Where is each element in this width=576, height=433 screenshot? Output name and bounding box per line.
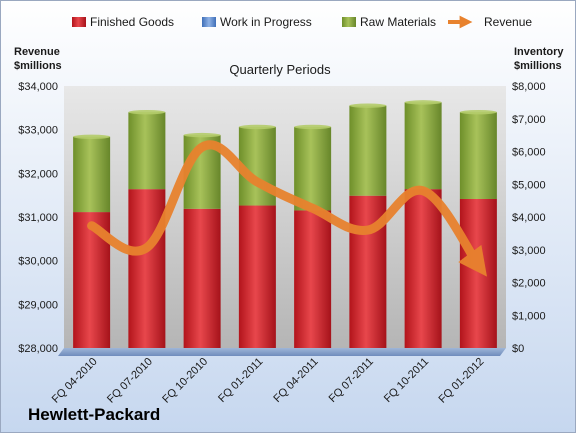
revenue-line bbox=[87, 140, 487, 277]
bar-top-cap bbox=[404, 100, 442, 105]
right-tick-label: $4,000 bbox=[512, 212, 546, 224]
legend-label-raw-materials: Raw Materials bbox=[360, 15, 436, 29]
right-tick-label: $5,000 bbox=[512, 179, 546, 191]
bar-raw-materials bbox=[404, 102, 442, 190]
left-axis-title-line2: $millions bbox=[14, 60, 62, 72]
right-tick-label: $8,000 bbox=[512, 81, 546, 93]
left-tick-label: $32,000 bbox=[18, 168, 58, 180]
legend-label-finished-goods: Finished Goods bbox=[90, 15, 174, 29]
right-axis-title-line2: $millions bbox=[514, 60, 562, 72]
legend-label-work-in-progress: Work in Progress bbox=[220, 15, 312, 29]
bar-raw-materials bbox=[128, 112, 166, 190]
left-tick-label: $33,000 bbox=[18, 125, 58, 137]
bar-raw-materials bbox=[349, 105, 387, 196]
legend-swatch-raw-materials bbox=[342, 17, 356, 27]
bar-finished-goods bbox=[238, 205, 276, 348]
right-tick-label: $2,000 bbox=[512, 278, 546, 290]
right-tick-label: $0 bbox=[512, 343, 524, 355]
bar-finished-goods bbox=[128, 189, 166, 348]
left-tick-label: $30,000 bbox=[18, 256, 58, 268]
right-axis-title-line1: Inventory bbox=[514, 46, 564, 58]
right-tick-label: $6,000 bbox=[512, 147, 546, 159]
bar-finished-goods bbox=[183, 208, 221, 348]
bar-top-cap bbox=[128, 110, 166, 115]
legend-label-revenue: Revenue bbox=[484, 15, 532, 29]
bar-top-cap bbox=[294, 124, 332, 130]
left-tick-label: $29,000 bbox=[18, 299, 58, 311]
left-tick-label: $31,000 bbox=[18, 212, 58, 224]
bar-raw-materials bbox=[459, 112, 497, 199]
left-tick-label: $34,000 bbox=[18, 81, 58, 93]
legend-swatch-finished-goods bbox=[72, 17, 86, 27]
bar-finished-goods bbox=[404, 189, 442, 348]
left-axis-title-line1: Revenue bbox=[14, 46, 60, 58]
chart-subtitle: Quarterly Periods bbox=[229, 62, 331, 77]
right-tick-label: $1,000 bbox=[512, 310, 546, 322]
bar-top-cap bbox=[183, 132, 221, 138]
right-tick-label: $7,000 bbox=[512, 114, 546, 126]
bars bbox=[73, 100, 497, 348]
left-axis-ticks: $28,000 $29,000 $30,000 $31,000 $32,000 $33,0… bbox=[18, 81, 58, 355]
bar-raw-materials bbox=[73, 136, 111, 213]
bar-top-cap bbox=[238, 124, 276, 130]
left-tick-label: $28,000 bbox=[18, 343, 58, 355]
revenue-series bbox=[87, 140, 487, 277]
company-name: Hewlett-Packard bbox=[28, 405, 160, 424]
plot-floor bbox=[58, 348, 506, 356]
bar-top-cap bbox=[349, 103, 387, 108]
legend-swatch-work-in-progress bbox=[202, 17, 216, 27]
legend: Finished Goods Work in Progress Raw Mate… bbox=[72, 15, 532, 29]
bar-top-cap bbox=[73, 134, 111, 139]
bar-finished-goods bbox=[459, 198, 497, 348]
bar-finished-goods bbox=[294, 210, 332, 348]
right-axis-ticks: $0 $1,000 $2,000 $3,000 $4,000 $5,000 $6,000 $7… bbox=[512, 81, 546, 355]
bar-top-cap bbox=[459, 110, 497, 115]
right-tick-label: $3,000 bbox=[512, 245, 546, 257]
bar-raw-materials bbox=[294, 126, 332, 211]
